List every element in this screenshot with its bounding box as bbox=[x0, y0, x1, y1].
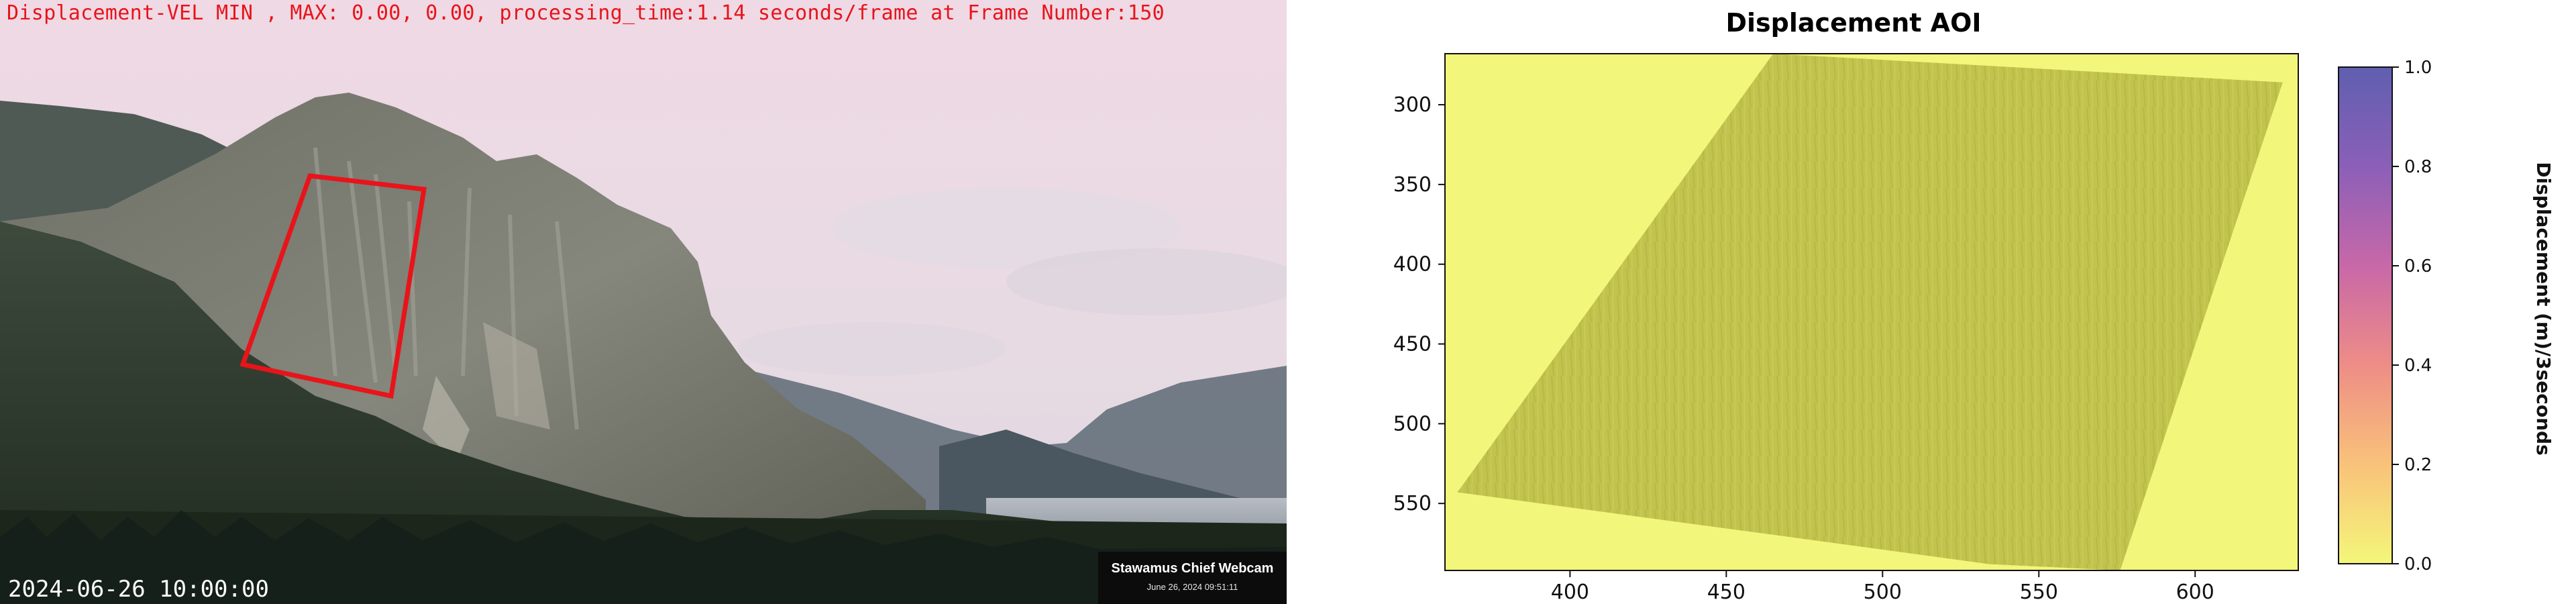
colorbar-tick-label: 0.6 bbox=[2404, 256, 2432, 276]
frame-timestamp: 2024-06-26 10:00:00 bbox=[8, 576, 269, 603]
colorbar-label: Displacement (m)/3seconds bbox=[2532, 162, 2555, 455]
colorbar-tick-label: 0.8 bbox=[2404, 157, 2432, 177]
aoi-region-shade bbox=[1457, 54, 2283, 570]
colorbar-tick-label: 0.2 bbox=[2404, 455, 2432, 475]
processing-overlay-text: Displacement-VEL MIN , MAX: 0.00, 0.00, … bbox=[7, 1, 1165, 25]
camera-title: Stawamus Chief Webcam bbox=[1111, 561, 1274, 576]
camera-label-box: Stawamus Chief Webcam June 26, 2024 09:5… bbox=[1098, 552, 1287, 604]
camera-date: June 26, 2024 09:51:11 bbox=[1146, 582, 1238, 592]
webcam-image bbox=[0, 0, 1287, 604]
aoi-region bbox=[1457, 54, 2283, 570]
colorbar: 0.0 0.2 0.4 0.6 0.8 1.0 bbox=[2338, 58, 2432, 574]
x-tick-label: 400 bbox=[1551, 581, 1589, 604]
chart-title: Displacement AOI bbox=[1725, 8, 1981, 38]
y-tick-label: 550 bbox=[1393, 492, 1432, 515]
x-tick-label: 500 bbox=[1864, 581, 1902, 604]
y-tick-label: 300 bbox=[1393, 93, 1432, 117]
colorbar-gradient bbox=[2338, 66, 2393, 564]
webcam-view: Displacement-VEL MIN , MAX: 0.00, 0.00, … bbox=[0, 0, 1287, 604]
y-axis: 300 350 400 450 500 550 bbox=[1393, 93, 1445, 515]
y-tick-label: 400 bbox=[1393, 253, 1432, 276]
colorbar-tick-label: 0.0 bbox=[2404, 554, 2432, 574]
x-tick-label: 600 bbox=[2176, 581, 2214, 604]
aoi-outline bbox=[239, 173, 427, 399]
displacement-chart: Displacement AOI 400 450 500 550 600 300 350 4… bbox=[1287, 0, 2576, 604]
x-tick-label: 550 bbox=[2020, 581, 2058, 604]
x-tick-label: 450 bbox=[1707, 581, 1746, 604]
y-tick-label: 350 bbox=[1393, 173, 1432, 197]
plot-area bbox=[1444, 53, 2299, 571]
chart-canvas: Displacement AOI 400 450 500 550 600 300 350 4… bbox=[1393, 8, 2555, 604]
x-axis: 400 450 500 550 600 bbox=[1551, 570, 2214, 604]
y-tick-label: 450 bbox=[1393, 333, 1432, 356]
colorbar-tick-label: 1.0 bbox=[2404, 58, 2432, 78]
plot-frame bbox=[1444, 53, 2299, 571]
colorbar-tick-label: 0.4 bbox=[2404, 356, 2432, 376]
y-tick-label: 500 bbox=[1393, 412, 1432, 436]
